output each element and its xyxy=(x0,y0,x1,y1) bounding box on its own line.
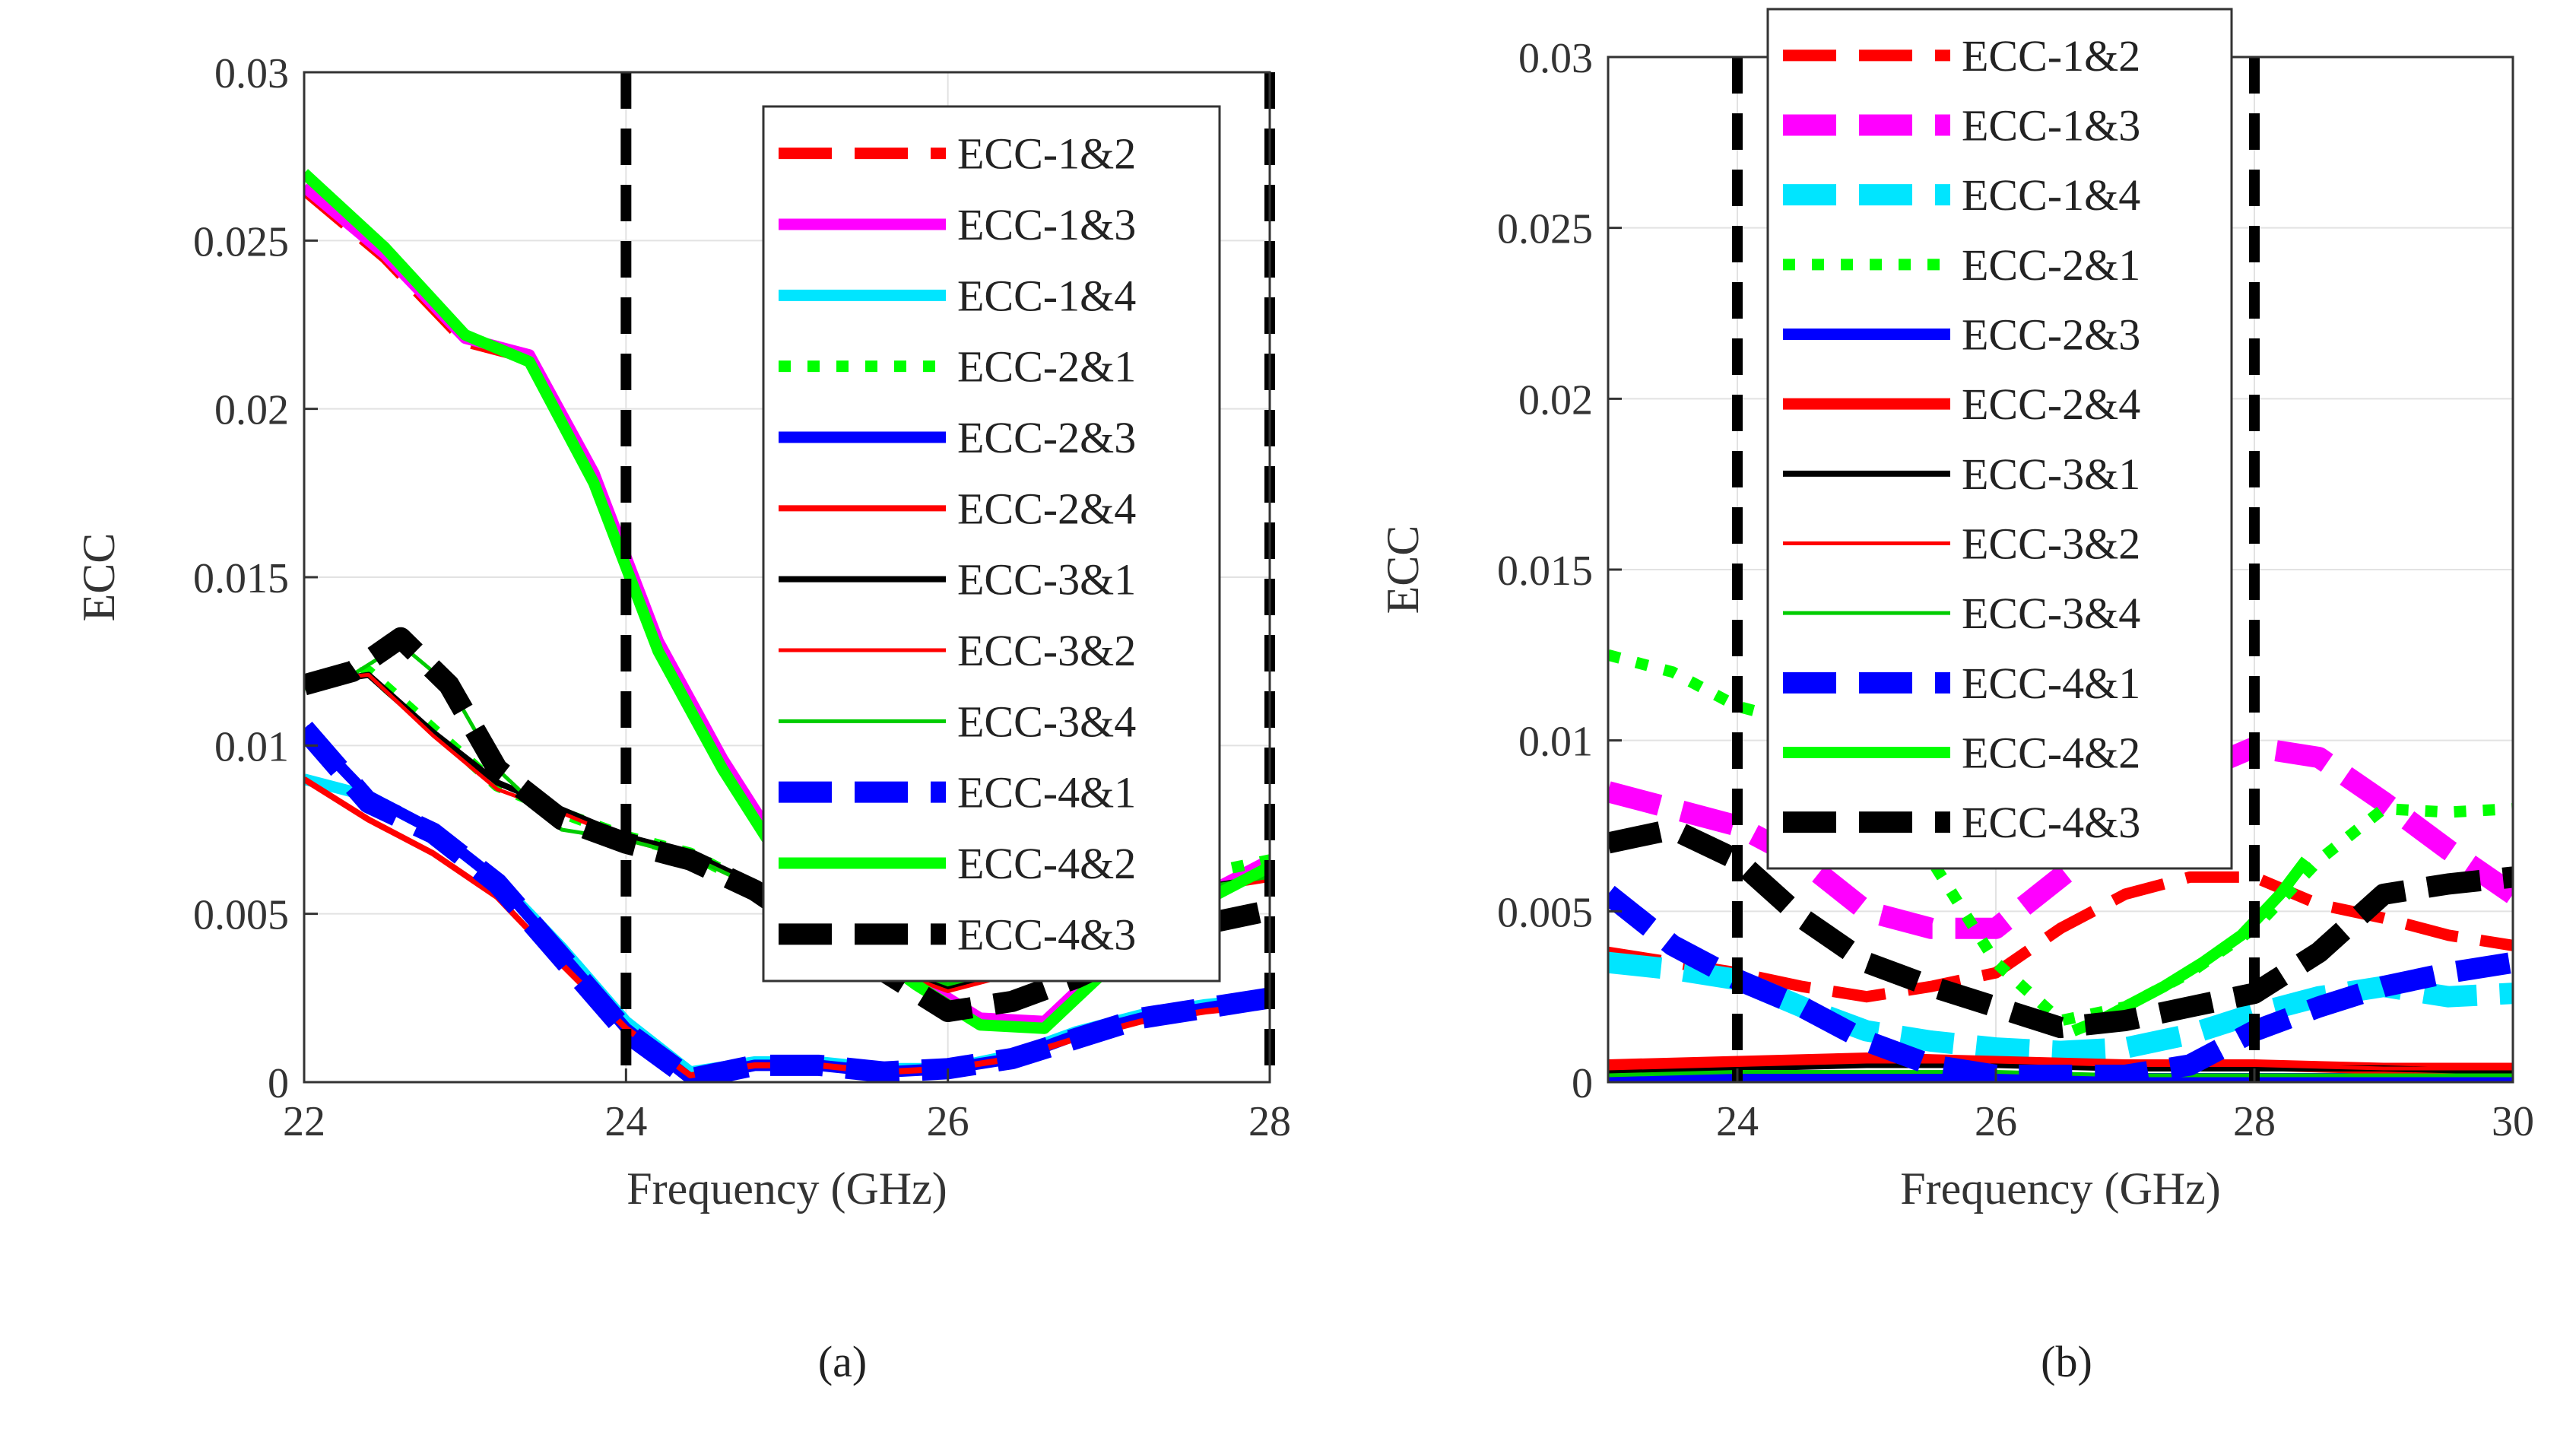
legend-label: ECC-4&3 xyxy=(1962,798,2140,847)
legend-label: ECC-1&3 xyxy=(1962,101,2140,151)
y-tick-label: 0.01 xyxy=(214,723,289,770)
legend-box xyxy=(1766,8,2233,870)
legend-box xyxy=(762,105,1221,983)
legend-label: ECC-3&4 xyxy=(1962,589,2140,638)
legend-label: ECC-3&1 xyxy=(1962,449,2140,499)
legend-label: ECC-3&2 xyxy=(1962,519,2140,569)
series-group xyxy=(1608,649,2513,1082)
legend-label: ECC-2&1 xyxy=(957,342,1136,392)
series-line-ecc-4-1 xyxy=(1608,885,2513,1082)
x-tick-label: 26 xyxy=(1975,1098,2017,1145)
legend-label: ECC-2&3 xyxy=(1962,310,2140,360)
legend-label: ECC-2&1 xyxy=(1962,240,2140,290)
panel-a-label: (a) xyxy=(818,1337,867,1386)
y-tick-label: 0.015 xyxy=(1497,548,1593,595)
legend: ECC-1&2 ECC-1&3 ECC-1&4 ECC-2&1 ECC-2&3 ECC-2… xyxy=(1766,8,2233,870)
legend-label: ECC-2&4 xyxy=(957,484,1136,533)
legend-label: ECC-1&3 xyxy=(957,200,1136,249)
legend-label: ECC-4&3 xyxy=(957,910,1136,959)
x-tick-label: 30 xyxy=(2492,1098,2534,1145)
legend: ECC-1&2 ECC-1&3 ECC-1&4 ECC-2&1 ECC-2&3 ECC-2… xyxy=(762,105,1221,983)
y-tick-label: 0.02 xyxy=(1518,376,1593,424)
x-tick-label: 24 xyxy=(604,1098,647,1145)
legend-label: ECC-1&4 xyxy=(957,271,1136,320)
legend-label: ECC-4&2 xyxy=(1962,729,2140,778)
y-axis-label: ECC xyxy=(74,533,124,622)
legend-label: ECC-2&3 xyxy=(957,413,1136,462)
y-tick-label: 0.025 xyxy=(1497,206,1593,253)
legend-label: ECC-4&1 xyxy=(1962,659,2140,708)
y-tick-label: 0.005 xyxy=(1497,889,1593,936)
y-tick-label: 0.025 xyxy=(193,218,289,265)
x-tick-label: 28 xyxy=(2233,1098,2276,1145)
legend-label: ECC-3&4 xyxy=(957,697,1136,746)
legend-label: ECC-1&2 xyxy=(1962,31,2140,81)
legend-label: ECC-4&1 xyxy=(957,768,1136,818)
legend-label: ECC-1&2 xyxy=(957,129,1136,179)
y-tick-label: 0 xyxy=(1572,1060,1593,1107)
legend-label: ECC-3&1 xyxy=(957,555,1136,605)
y-tick-label: 0.015 xyxy=(193,555,289,602)
series-line-ecc-4-3 xyxy=(1608,818,2513,1039)
x-tick-label: 22 xyxy=(283,1098,325,1145)
series-line-ecc-1-3 xyxy=(1608,736,2513,939)
y-tick-label: 0.03 xyxy=(1518,35,1593,82)
panel-b-label: (b) xyxy=(2041,1337,2092,1386)
y-tick-label: 0.01 xyxy=(1518,719,1593,766)
chart-panel-a: 22 24 26 28 0 0.005 0.01 0.015 0.02 0.025 0.03 Freq… xyxy=(74,50,1291,1214)
x-axis-label: Frequency (GHz) xyxy=(1900,1164,2221,1214)
y-tick-label: 0.03 xyxy=(214,50,289,97)
x-tick-label: 26 xyxy=(927,1098,969,1145)
series-line-ecc-4-1 xyxy=(304,722,1270,1082)
legend-label: ECC-1&4 xyxy=(1962,170,2140,220)
y-tick-label: 0.005 xyxy=(193,892,289,939)
x-tick-label: 28 xyxy=(1248,1098,1291,1145)
y-tick-label: 0.02 xyxy=(214,387,289,434)
legend-label: ECC-3&2 xyxy=(957,626,1136,675)
y-tick-label: 0 xyxy=(268,1060,289,1107)
y-axis-label: ECC xyxy=(1378,525,1428,614)
x-axis-label: Frequency (GHz) xyxy=(627,1164,947,1214)
x-tick-label: 24 xyxy=(1716,1098,1759,1145)
legend-label: ECC-2&4 xyxy=(1962,379,2140,429)
series-line-ecc-3-2 xyxy=(1608,1059,2513,1071)
chart-panel-b: 24 26 28 30 0 0.005 0.01 0.015 0.02 0.025 0.03 Freq… xyxy=(1378,8,2534,1214)
legend-label: ECC-4&2 xyxy=(957,839,1136,888)
